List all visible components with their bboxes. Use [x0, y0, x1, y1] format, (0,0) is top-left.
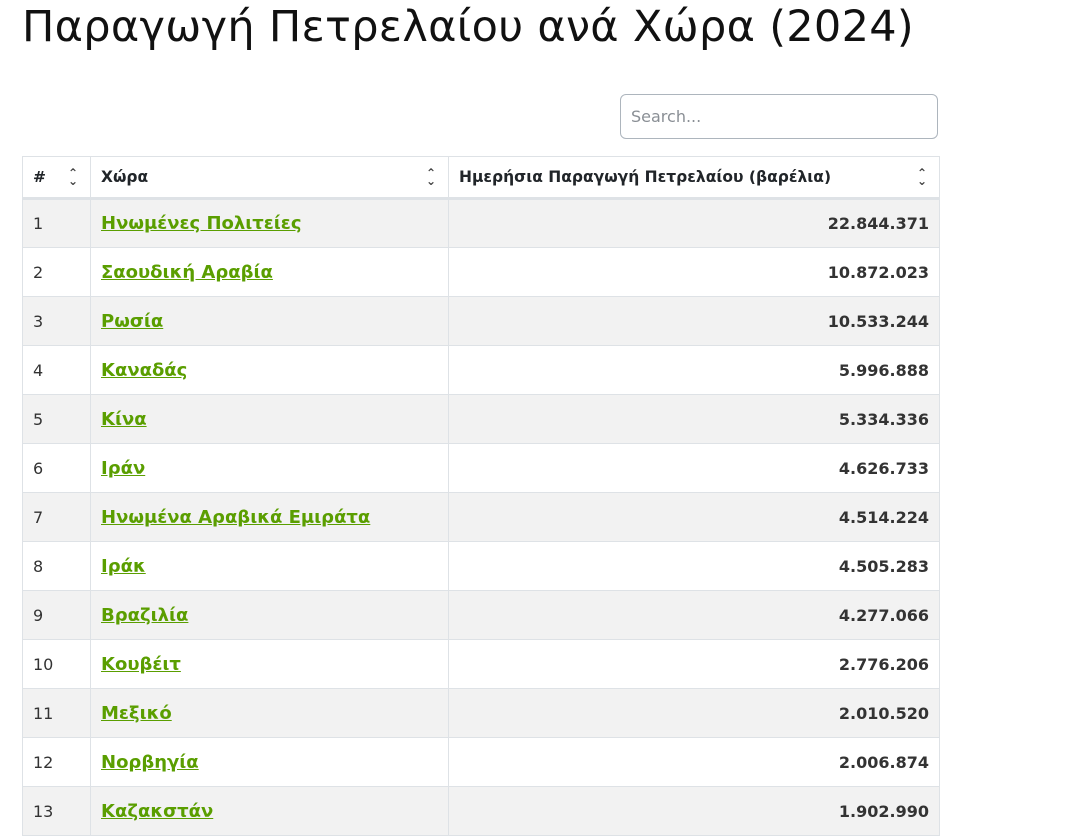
production-cell: 4.277.066 — [448, 590, 940, 640]
rank-cell: 12 — [22, 737, 91, 787]
rank-cell: 2 — [22, 247, 91, 297]
country-cell: Κίνα — [90, 394, 449, 444]
rank-cell: 8 — [22, 541, 91, 591]
table-header-row: # ⌃ ⌄ Χώρα ⌃ ⌄ Ημερήσια Παραγωγή Πετρελαίου … — [22, 156, 940, 200]
production-cell: 5.334.336 — [448, 394, 940, 444]
country-cell: Βραζιλία — [90, 590, 449, 640]
table-row: 10 Κουβέιτ 2.776.206 — [22, 639, 940, 689]
production-cell: 5.996.888 — [448, 345, 940, 395]
country-link[interactable]: Κίνα — [101, 408, 147, 430]
column-header-rank[interactable]: # ⌃ ⌄ — [22, 156, 91, 200]
production-cell: 4.514.224 — [448, 492, 940, 542]
header-label: # — [33, 168, 46, 186]
production-cell: 10.872.023 — [448, 247, 940, 297]
country-cell: Καναδάς — [90, 345, 449, 395]
country-cell: Ηνωμένες Πολιτείες — [90, 198, 449, 248]
country-cell: Ρωσία — [90, 296, 449, 346]
country-link[interactable]: Ρωσία — [101, 310, 164, 332]
country-cell: Νορβηγία — [90, 737, 449, 787]
country-link[interactable]: Ιράκ — [101, 555, 146, 577]
country-cell: Ιράν — [90, 443, 449, 493]
column-header-production[interactable]: Ημερήσια Παραγωγή Πετρελαίου (βαρέλια) ⌃ ⌄ — [448, 156, 940, 200]
country-link[interactable]: Ηνωμένες Πολιτείες — [101, 213, 302, 234]
country-link[interactable]: Νορβηγία — [101, 751, 199, 773]
table-row: 9 Βραζιλία 4.277.066 — [22, 590, 940, 640]
production-cell: 1.902.990 — [448, 786, 940, 836]
country-cell: Ιράκ — [90, 541, 449, 591]
production-cell: 10.533.244 — [448, 296, 940, 346]
country-link[interactable]: Σαουδική Αραβία — [101, 261, 273, 283]
production-cell: 2.010.520 — [448, 688, 940, 738]
rank-cell: 5 — [22, 394, 91, 444]
rank-cell: 10 — [22, 639, 91, 689]
country-link[interactable]: Ηνωμένα Αραβικά Εμιράτα — [101, 506, 371, 528]
country-cell: Σαουδική Αραβία — [90, 247, 449, 297]
sort-icon[interactable]: ⌃ ⌄ — [917, 166, 928, 188]
table-row: 5 Κίνα 5.334.336 — [22, 394, 940, 444]
country-link[interactable]: Κουβέιτ — [101, 653, 181, 675]
search-input[interactable] — [620, 94, 938, 139]
rank-cell: 3 — [22, 296, 91, 346]
country-cell: Μεξικό — [90, 688, 449, 738]
rank-cell: 1 — [22, 198, 91, 248]
country-link[interactable]: Ιράν — [101, 457, 146, 479]
table-row: 11 Μεξικό 2.010.520 — [22, 688, 940, 738]
production-cell: 2.006.874 — [448, 737, 940, 787]
country-cell: Καζακστάν — [90, 786, 449, 836]
table-row: 8 Ιράκ 4.505.283 — [22, 541, 940, 591]
sort-icon[interactable]: ⌃ ⌄ — [68, 166, 79, 188]
table-row: 4 Καναδάς 5.996.888 — [22, 345, 940, 395]
table-row: 12 Νορβηγία 2.006.874 — [22, 737, 940, 787]
header-label: Χώρα — [101, 168, 149, 186]
rank-cell: 7 — [22, 492, 91, 542]
oil-production-table: # ⌃ ⌄ Χώρα ⌃ ⌄ Ημερήσια Παραγωγή Πετρελαίου … — [22, 156, 940, 836]
country-link[interactable]: Καναδάς — [101, 359, 188, 381]
header-label: Ημερήσια Παραγωγή Πετρελαίου (βαρέλια) — [459, 168, 832, 186]
rank-cell: 6 — [22, 443, 91, 493]
table-row: 2 Σαουδική Αραβία 10.872.023 — [22, 247, 940, 297]
table-row: 3 Ρωσία 10.533.244 — [22, 296, 940, 346]
rank-cell: 11 — [22, 688, 91, 738]
table-row: 1 Ηνωμένες Πολιτείες 22.844.371 — [22, 198, 940, 248]
country-cell: Κουβέιτ — [90, 639, 449, 689]
rank-cell: 13 — [22, 786, 91, 836]
production-cell: 2.776.206 — [448, 639, 940, 689]
page-title: Παραγωγή Πετρελαίου ανά Χώρα (2024) — [22, 2, 914, 52]
production-cell: 4.626.733 — [448, 443, 940, 493]
production-cell: 22.844.371 — [448, 198, 940, 248]
country-link[interactable]: Καζακστάν — [101, 800, 214, 822]
country-cell: Ηνωμένα Αραβικά Εμιράτα — [90, 492, 449, 542]
country-link[interactable]: Μεξικό — [101, 702, 172, 724]
country-link[interactable]: Βραζιλία — [101, 604, 189, 626]
rank-cell: 4 — [22, 345, 91, 395]
column-header-country[interactable]: Χώρα ⌃ ⌄ — [90, 156, 449, 200]
table-row: 13 Καζακστάν 1.902.990 — [22, 786, 940, 836]
production-cell: 4.505.283 — [448, 541, 940, 591]
rank-cell: 9 — [22, 590, 91, 640]
sort-icon[interactable]: ⌃ ⌄ — [426, 166, 437, 188]
table-row: 6 Ιράν 4.626.733 — [22, 443, 940, 493]
table-row: 7 Ηνωμένα Αραβικά Εμιράτα 4.514.224 — [22, 492, 940, 542]
